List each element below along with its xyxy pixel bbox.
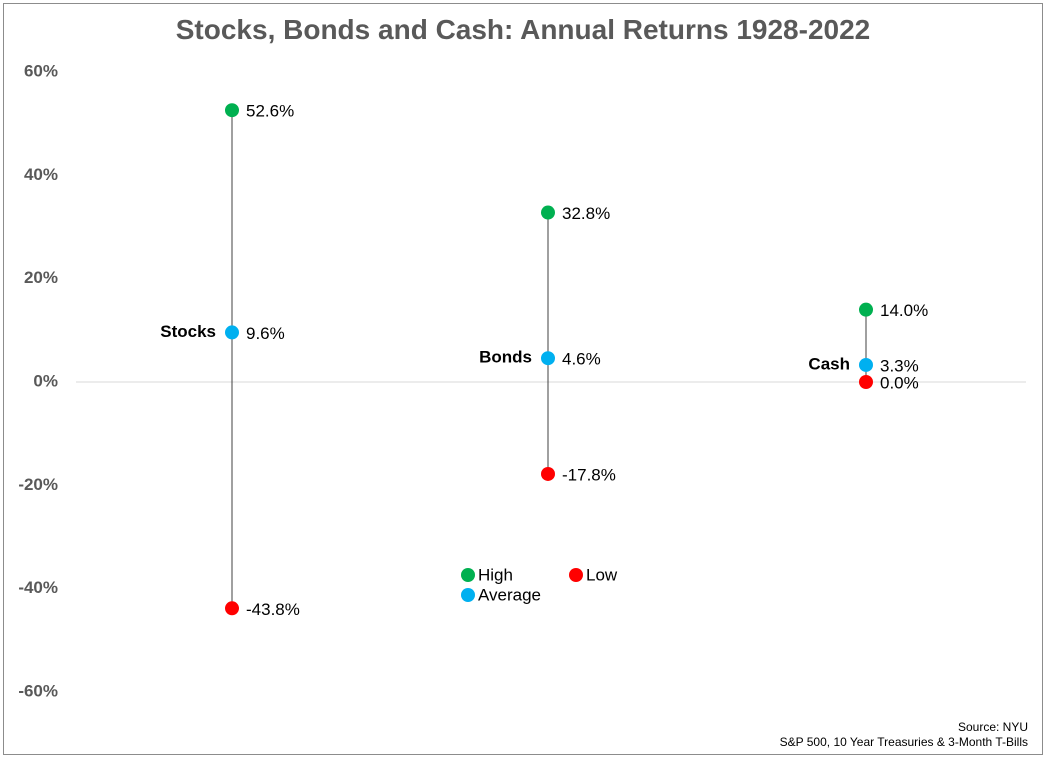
y-tick-label: -20% — [18, 475, 58, 494]
high-point-bonds — [541, 205, 555, 220]
average-label-cash: 3.3% — [880, 356, 919, 375]
low-label-bonds: -17.8% — [562, 465, 616, 484]
high-point-cash — [859, 302, 873, 317]
low-point-stocks — [225, 601, 239, 616]
y-tick-label: -40% — [18, 578, 58, 597]
source-note: Source: NYU — [957, 720, 1028, 734]
average-point-cash — [859, 357, 873, 372]
category-label-stocks: Stocks — [160, 322, 216, 341]
y-tick-label: 0% — [33, 371, 58, 390]
average-label-stocks: 9.6% — [246, 324, 285, 343]
legend-marker-high — [461, 568, 475, 582]
y-tick-label: 60% — [24, 61, 58, 80]
y-tick-label: 20% — [24, 268, 58, 287]
chart-title: Stocks, Bonds and Cash: Annual Returns 1… — [175, 14, 871, 45]
low-point-cash — [859, 375, 873, 389]
y-tick-label: 40% — [24, 165, 58, 184]
legend-label-high: High — [478, 565, 513, 584]
average-label-bonds: 4.6% — [562, 350, 601, 369]
high-label-stocks: 52.6% — [246, 102, 294, 121]
y-axis: 60% 40% 20% 0% -20% -40% -60% — [18, 61, 58, 700]
legend-label-average: Average — [478, 585, 541, 604]
legend-marker-average — [461, 588, 475, 602]
average-point-bonds — [541, 351, 555, 366]
legend-label-low: Low — [586, 565, 618, 584]
source-detail: S&P 500, 10 Year Treasuries & 3-Month T-… — [779, 735, 1028, 749]
low-label-stocks: -43.8% — [246, 600, 300, 619]
low-point-bonds — [541, 466, 555, 481]
high-label-cash: 14.0% — [880, 301, 928, 320]
high-point-stocks — [225, 103, 239, 118]
category-label-cash: Cash — [808, 354, 850, 373]
legend-marker-low — [569, 568, 583, 582]
data-points: 52.6% 32.8% 14.0% 9.6% 4.6% 3.3% -43.8% -17.8% 0… — [160, 102, 928, 619]
high-label-bonds: 32.8% — [562, 204, 610, 223]
average-point-stocks — [225, 325, 239, 340]
low-label-cash: 0.0% — [880, 373, 919, 392]
y-tick-label: -60% — [18, 681, 58, 700]
category-label-bonds: Bonds — [479, 348, 532, 367]
